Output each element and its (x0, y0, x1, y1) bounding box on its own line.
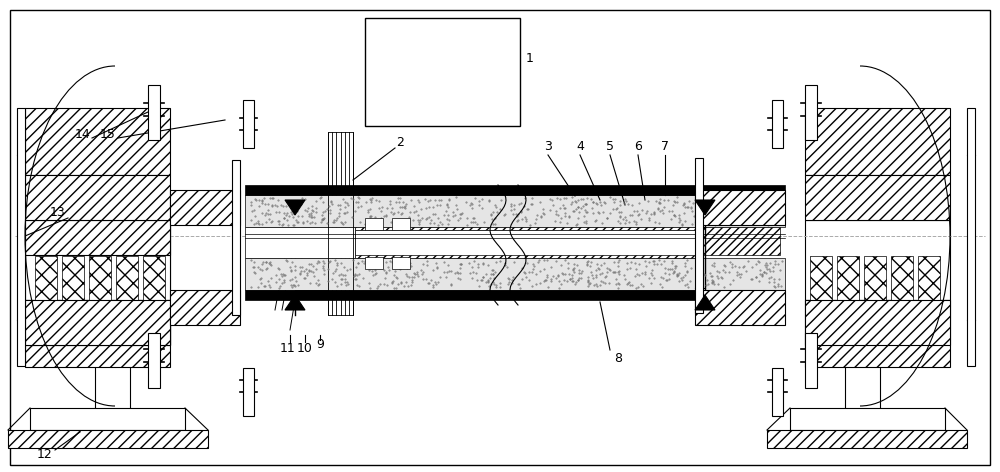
Bar (355, 227, 700, 255)
Polygon shape (285, 200, 305, 215)
Bar (25, 300, 170, 345)
Text: 14: 14 (75, 128, 91, 142)
Bar (143, 175, 165, 220)
Bar (328, 132, 353, 315)
Polygon shape (695, 295, 715, 310)
Bar (245, 195, 785, 227)
Bar (17, 108, 25, 366)
Bar (864, 175, 886, 220)
Text: 9: 9 (316, 338, 324, 352)
Bar (805, 175, 950, 220)
Bar (35, 256, 57, 301)
Bar (148, 333, 160, 388)
Bar (864, 256, 886, 301)
Bar (392, 257, 410, 269)
Bar (772, 100, 783, 148)
Bar (918, 175, 940, 220)
Text: 10: 10 (297, 342, 313, 354)
Bar (143, 256, 165, 301)
Bar (25, 175, 170, 220)
Bar (25, 220, 170, 345)
Bar (148, 85, 160, 140)
Bar (243, 368, 254, 416)
Bar (805, 333, 817, 388)
Bar (365, 257, 383, 269)
Bar (790, 408, 945, 430)
Bar (245, 290, 785, 300)
Bar (35, 175, 57, 220)
Bar (837, 256, 859, 301)
Bar (25, 108, 170, 175)
Bar (891, 175, 913, 220)
Bar (243, 100, 254, 148)
Text: 11: 11 (280, 342, 296, 354)
Bar (805, 220, 950, 300)
Bar (116, 256, 138, 301)
Bar (30, 408, 185, 430)
Bar (355, 230, 700, 255)
Bar (805, 300, 950, 345)
Bar (8, 430, 208, 448)
Bar (695, 190, 785, 225)
Bar (89, 256, 111, 301)
Bar (170, 290, 240, 325)
Bar (62, 175, 84, 220)
Bar (365, 18, 520, 126)
Bar (967, 108, 975, 366)
Bar (700, 227, 780, 255)
Text: 12: 12 (37, 448, 53, 462)
Polygon shape (695, 200, 715, 215)
Bar (392, 218, 410, 230)
Bar (25, 310, 170, 345)
Polygon shape (285, 295, 305, 310)
Bar (25, 300, 170, 367)
Bar (918, 256, 940, 301)
Bar (837, 175, 859, 220)
Bar (25, 220, 170, 255)
Bar (805, 85, 817, 140)
Bar (355, 230, 700, 258)
Text: 1: 1 (526, 51, 534, 65)
Bar (772, 368, 783, 416)
Bar (365, 218, 383, 230)
Text: 2: 2 (396, 136, 404, 150)
Bar (810, 256, 832, 301)
Bar (695, 290, 785, 325)
Bar (116, 175, 138, 220)
Text: 3: 3 (544, 141, 552, 153)
Bar (767, 430, 967, 448)
Text: 5: 5 (606, 141, 614, 153)
Bar (891, 256, 913, 301)
Bar (232, 160, 240, 315)
Bar (805, 108, 950, 175)
Bar (245, 185, 785, 195)
Bar (89, 175, 111, 220)
Bar (170, 190, 240, 225)
Text: 4: 4 (576, 141, 584, 153)
Text: 15: 15 (100, 128, 116, 142)
Text: 13: 13 (50, 205, 66, 219)
Bar (810, 175, 832, 220)
Bar (245, 227, 355, 258)
Bar (25, 220, 170, 300)
Bar (805, 300, 950, 367)
Bar (62, 256, 84, 301)
Bar (245, 258, 785, 290)
Text: 6: 6 (634, 141, 642, 153)
Text: 7: 7 (661, 141, 669, 153)
Text: 8: 8 (614, 352, 622, 364)
Bar (695, 158, 703, 313)
